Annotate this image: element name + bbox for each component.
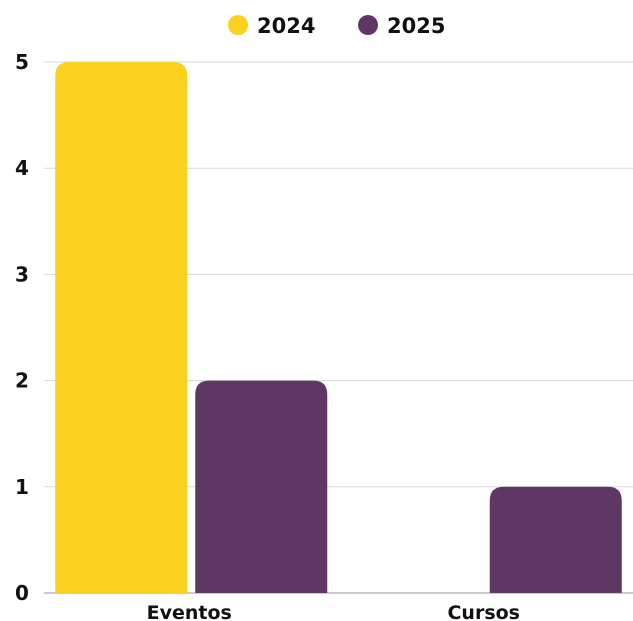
legend: 2024 2025 <box>228 14 445 38</box>
y-tick-label: 1 <box>15 475 29 499</box>
y-tick-label: 2 <box>15 369 29 393</box>
y-tick-label: 5 <box>15 50 29 74</box>
legend-swatch-2025 <box>358 15 378 35</box>
y-axis: 0 1 2 3 4 5 <box>15 50 29 605</box>
x-category-label: Eventos <box>147 602 232 621</box>
legend-swatch-2024 <box>228 15 248 35</box>
y-tick-label: 3 <box>15 262 29 286</box>
y-tick-label: 0 <box>15 581 29 605</box>
x-axis: Eventos Cursos <box>147 602 520 621</box>
legend-label: 2024 <box>257 14 315 38</box>
bar-eventos-2024 <box>55 62 188 593</box>
bars <box>55 62 622 593</box>
bar-eventos-2025 <box>195 380 328 593</box>
y-tick-label: 4 <box>15 156 29 180</box>
bar-cursos-2025 <box>489 486 622 593</box>
legend-label: 2025 <box>387 14 445 38</box>
x-category-label: Cursos <box>447 602 520 621</box>
